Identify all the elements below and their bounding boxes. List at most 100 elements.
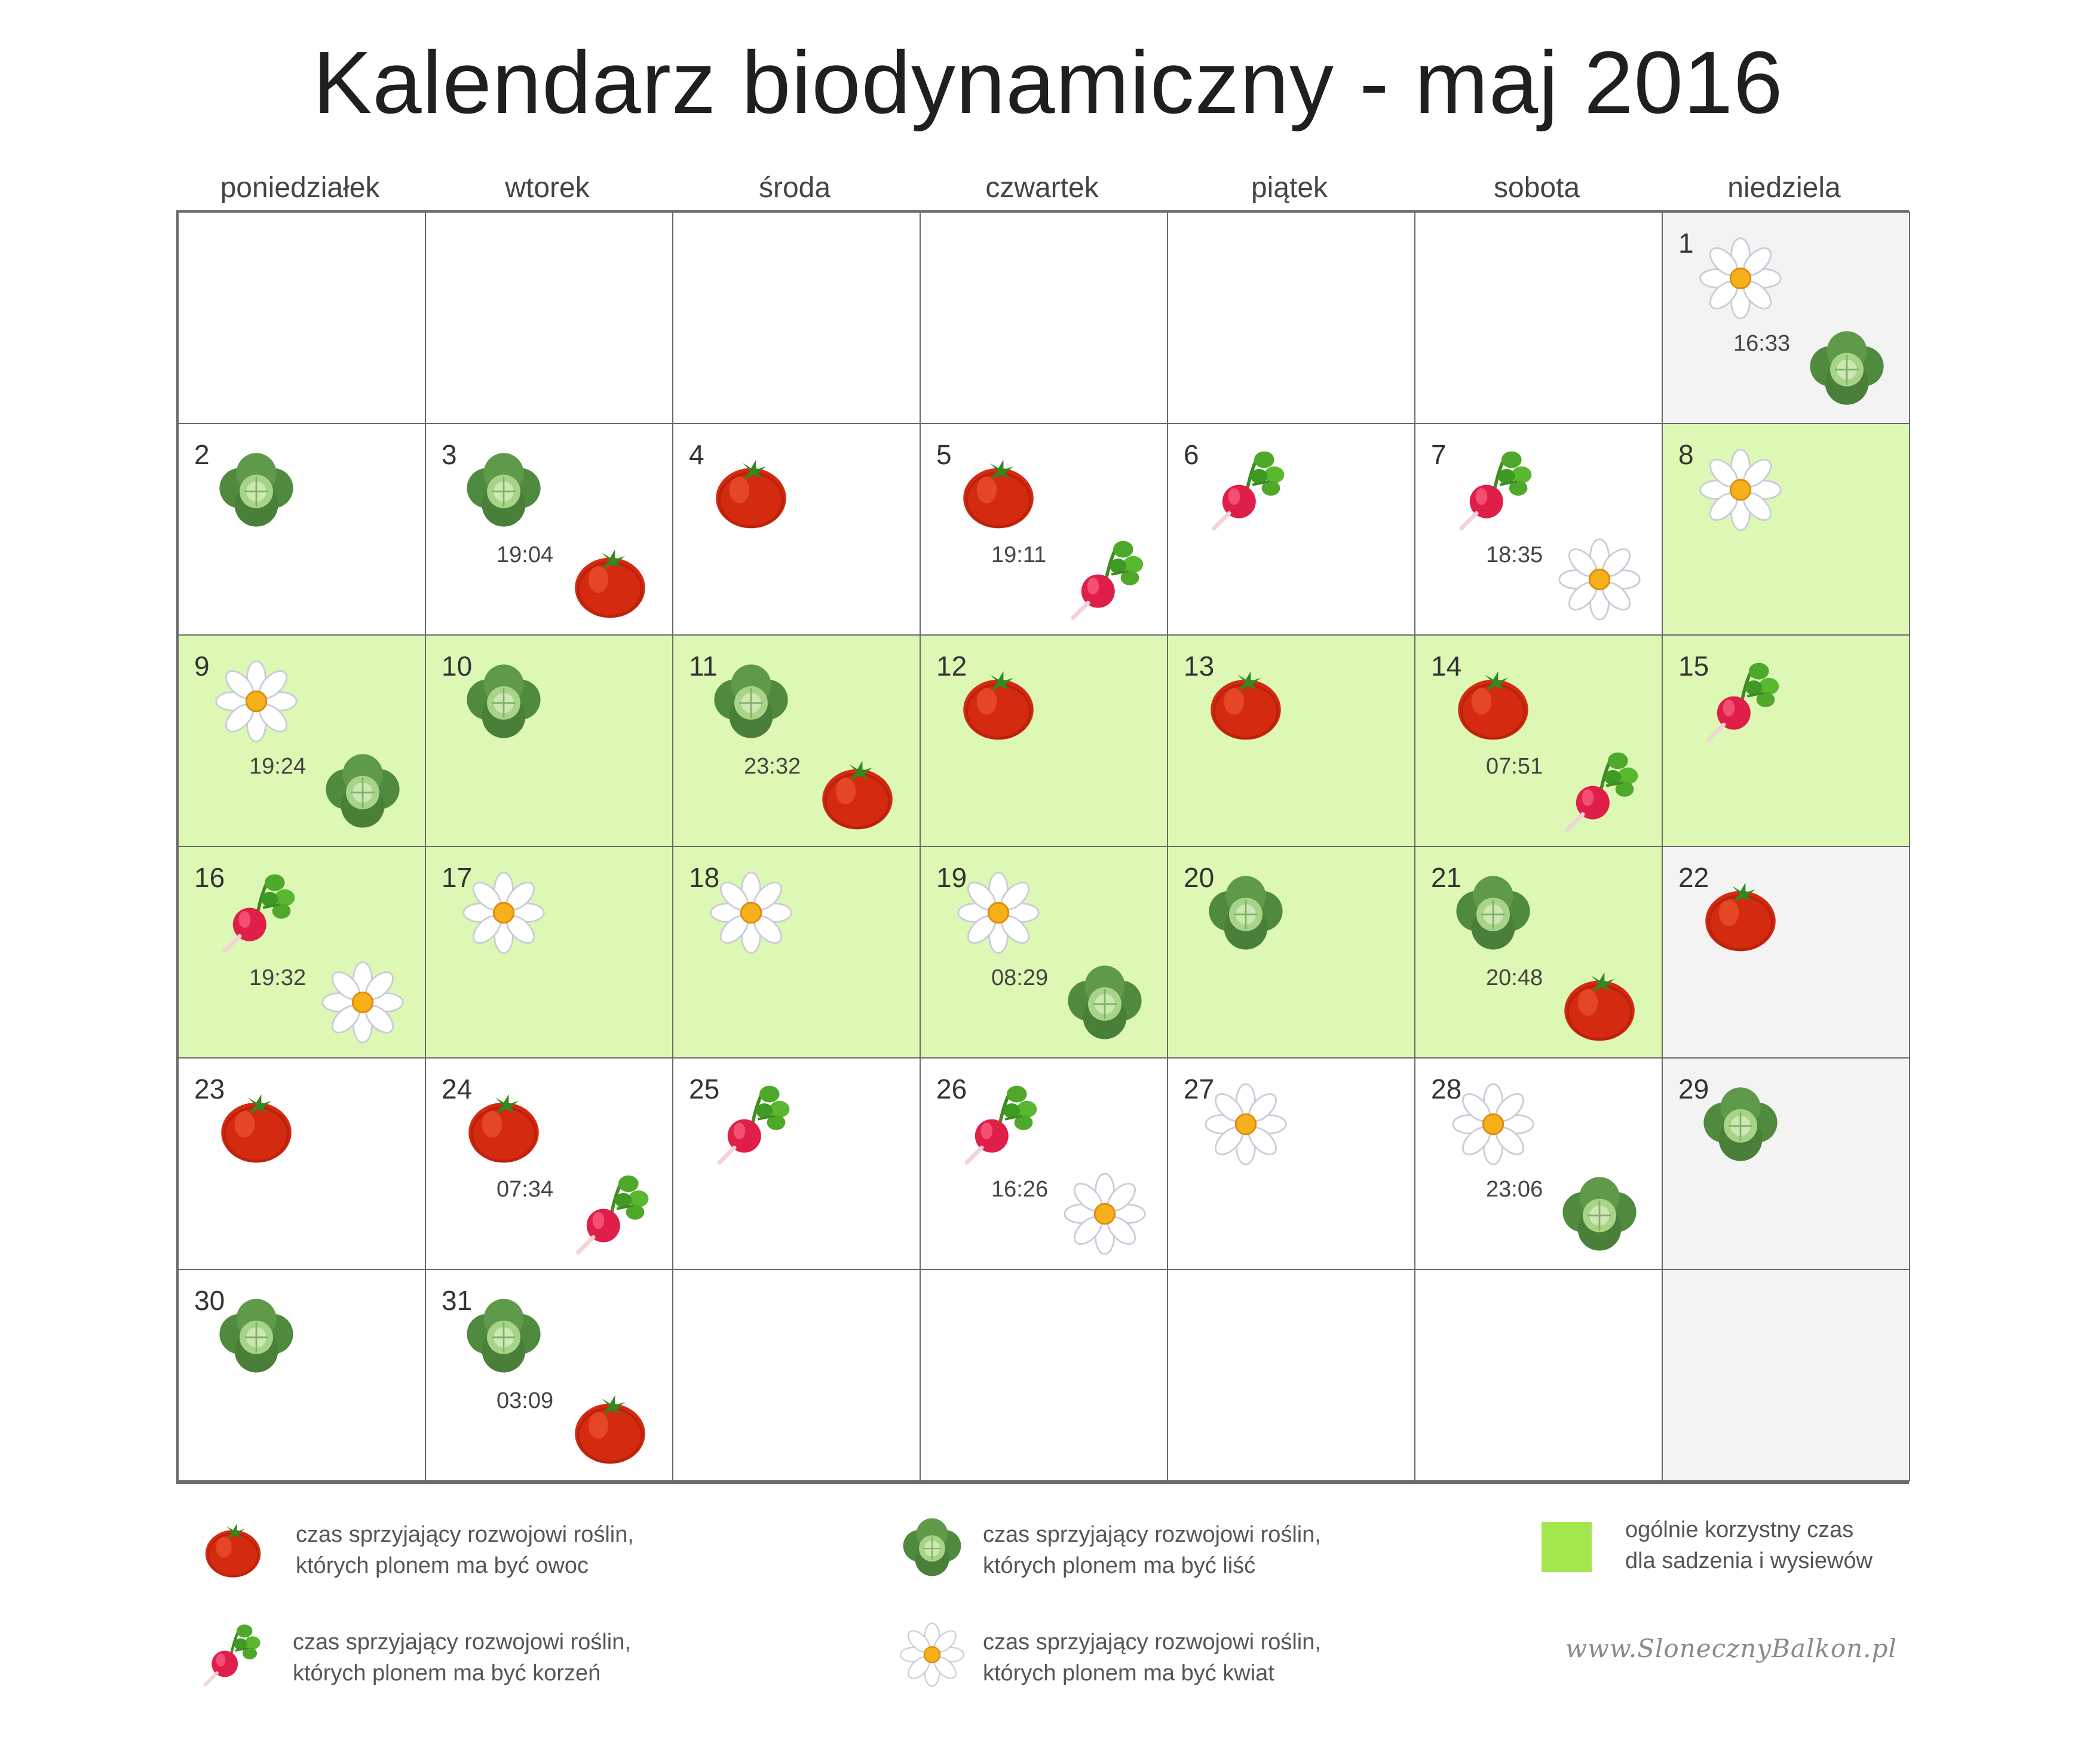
empty-cell [920, 1269, 1168, 1481]
leaf-icon [1805, 326, 1889, 410]
empty-cell [920, 211, 1168, 424]
change-time: 23:06 [1486, 1177, 1543, 1202]
day-number: 17 [442, 862, 473, 893]
empty-cell [1414, 211, 1663, 424]
day-cell-31[interactable]: 31 03:09 [425, 1269, 673, 1481]
change-time: 19:32 [249, 965, 307, 990]
weekday-wednesday: środa [758, 172, 831, 204]
day-cell-23[interactable]: 23 [177, 1057, 426, 1270]
day-number: 22 [1678, 862, 1709, 893]
day-number: 28 [1431, 1073, 1462, 1105]
day-cell-9[interactable]: 9 19:24 [177, 634, 426, 847]
empty-cell [1662, 1269, 1910, 1481]
legend-favorable-swatch [1542, 1522, 1592, 1572]
day-cell-19[interactable]: 19 08:29 [920, 846, 1168, 1059]
weekday-sunday: niedziela [1727, 172, 1841, 204]
day-cell-11[interactable]: 11 23:32 [672, 634, 921, 847]
legend-favorable-line2: dla sadzenia i wysiewów [1625, 1548, 1873, 1573]
day-cell-4[interactable]: 4 [672, 423, 921, 636]
day-cell-24[interactable]: 24 07:34 [425, 1057, 673, 1270]
day-number: 19 [936, 862, 967, 893]
day-number: 3 [442, 439, 457, 470]
root-icon [1204, 448, 1288, 532]
legend-fruit-line2: których plonem ma być owoc [296, 1553, 589, 1578]
day-cell-26[interactable]: 26 16:26 [920, 1057, 1168, 1270]
flower-icon [957, 871, 1040, 955]
day-number: 31 [442, 1285, 473, 1316]
flower-icon [899, 1622, 965, 1688]
day-cell-3[interactable]: 3 19:04 [425, 423, 673, 636]
day-number: 6 [1184, 439, 1199, 470]
day-cell-13[interactable]: 13 [1167, 634, 1415, 847]
empty-cell [177, 211, 426, 424]
root-icon [214, 871, 298, 955]
flower-icon [1451, 1082, 1535, 1166]
change-time: 16:26 [991, 1177, 1049, 1202]
day-number: 21 [1431, 862, 1462, 893]
flower-icon [1699, 237, 1782, 320]
day-cell-16[interactable]: 16 19:32 [177, 846, 426, 1059]
change-time: 18:35 [1486, 542, 1543, 567]
root-icon [1699, 659, 1782, 743]
day-cell-29[interactable]: 29 [1662, 1057, 1910, 1270]
day-cell-20[interactable]: 20 [1167, 846, 1415, 1059]
root-icon [197, 1622, 263, 1688]
flower-icon [1063, 1172, 1147, 1256]
leaf-icon [899, 1514, 965, 1580]
empty-cell [1414, 1269, 1663, 1481]
change-time: 07:51 [1486, 754, 1543, 779]
legend-leaf-line1: czas sprzyjający rozwojowi roślin, [983, 1522, 1321, 1547]
root-icon [1063, 538, 1147, 621]
day-cell-28[interactable]: 28 23:06 [1414, 1057, 1663, 1270]
fruit-icon [200, 1514, 266, 1580]
leaf-icon [462, 448, 546, 532]
day-cell-14[interactable]: 14 07:51 [1414, 634, 1663, 847]
flower-icon [1699, 448, 1782, 532]
day-cell-27[interactable]: 27 [1167, 1057, 1415, 1270]
day-cell-18[interactable]: 18 [672, 846, 921, 1059]
leaf-icon [1558, 1172, 1641, 1256]
day-number: 18 [689, 862, 720, 893]
legend-flower-line2: których plonem ma być kwiat [983, 1661, 1274, 1686]
day-number: 26 [936, 1073, 967, 1105]
weekday-saturday: sobota [1493, 172, 1580, 204]
leaf-icon [462, 1294, 546, 1378]
fruit-icon [957, 659, 1040, 743]
legend-fruit-line1: czas sprzyjający rozwojowi roślin, [296, 1522, 634, 1547]
empty-cell [425, 211, 673, 424]
fruit-icon [816, 749, 899, 833]
change-time: 20:48 [1486, 965, 1543, 990]
day-cell-8[interactable]: 8 [1662, 423, 1910, 636]
day-cell-1[interactable]: 1 16:33 [1662, 211, 1910, 424]
flower-icon [321, 961, 405, 1044]
day-cell-25[interactable]: 25 [672, 1057, 921, 1270]
change-time: 23:32 [744, 754, 801, 779]
day-cell-7[interactable]: 7 18:35 [1414, 423, 1663, 636]
day-number: 1 [1678, 228, 1694, 259]
root-icon [1451, 448, 1535, 532]
day-cell-2[interactable]: 2 [177, 423, 426, 636]
day-cell-12[interactable]: 12 [920, 634, 1168, 847]
leaf-icon [709, 659, 793, 743]
website-link[interactable]: www.SlonecznyBalkon.pl [1565, 1634, 1897, 1663]
day-cell-30[interactable]: 30 [177, 1269, 426, 1481]
day-cell-21[interactable]: 21 20:48 [1414, 846, 1663, 1059]
fruit-icon [568, 1383, 652, 1467]
day-cell-15[interactable]: 15 [1662, 634, 1910, 847]
day-cell-10[interactable]: 10 [425, 634, 673, 847]
day-number: 16 [194, 862, 225, 893]
day-cell-22[interactable]: 22 [1662, 846, 1910, 1059]
day-number: 14 [1431, 651, 1462, 682]
day-cell-5[interactable]: 5 19:11 [920, 423, 1168, 636]
weekday-header-row: poniedziałek wtorek środa czwartek piąte… [176, 167, 1909, 209]
day-number: 25 [689, 1073, 720, 1105]
change-time: 07:34 [497, 1177, 554, 1202]
empty-cell [672, 1269, 921, 1481]
fruit-icon [957, 448, 1040, 532]
day-cell-6[interactable]: 6 [1167, 423, 1415, 636]
leaf-icon [1451, 871, 1535, 955]
flower-icon [709, 871, 793, 955]
legend-root-line1: czas sprzyjający rozwojowi roślin, [293, 1630, 631, 1655]
day-cell-17[interactable]: 17 [425, 846, 673, 1059]
change-time: 08:29 [991, 965, 1049, 990]
